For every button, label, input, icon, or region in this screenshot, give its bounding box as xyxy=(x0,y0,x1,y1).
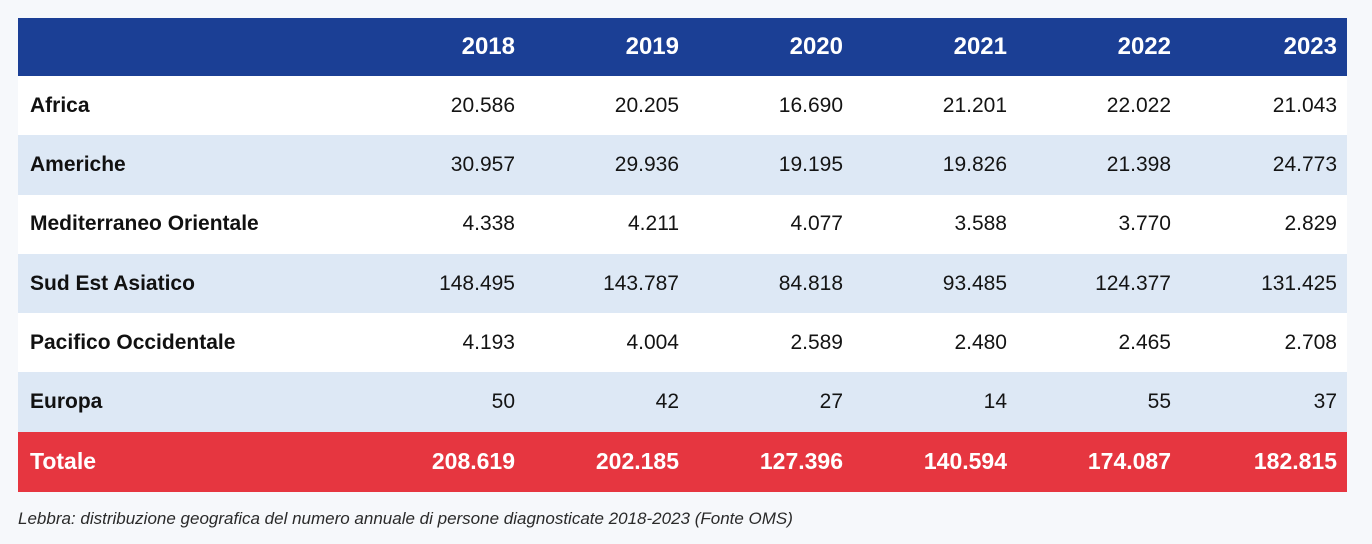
cell-value: 20.205 xyxy=(614,93,679,117)
cell-value: 84.818 xyxy=(778,271,843,295)
cell-value: 16.690 xyxy=(778,93,843,117)
cell-value: 22.022 xyxy=(1106,93,1171,117)
header-year-2020: 2020 xyxy=(789,33,843,60)
header-region xyxy=(18,18,361,76)
cell-value: 19.826 xyxy=(942,152,1007,176)
cell-value: 20.586 xyxy=(450,93,515,117)
cell-value: 124.377 xyxy=(1095,271,1171,295)
cell-value: 2.829 xyxy=(1284,212,1337,236)
cell-value: 50 xyxy=(491,390,515,414)
cell-value: 2.589 xyxy=(790,330,843,354)
table-row-americhe: Americhe 30.957 29.936 19.195 19.826 21.… xyxy=(18,135,1347,195)
table-row-africa: Africa 20.586 20.205 16.690 21.201 22.02… xyxy=(18,76,1347,136)
cell-value: 143.787 xyxy=(603,271,679,295)
row-label: Africa xyxy=(30,93,90,117)
table-row-europa: Europa 50 42 27 14 55 37 xyxy=(18,372,1347,432)
cell-value: 14 xyxy=(983,390,1007,414)
total-value: 182.815 xyxy=(1253,448,1337,475)
cell-value: 21.043 xyxy=(1272,93,1337,117)
table-total-row: Totale 208.619 202.185 127.396 140.594 1… xyxy=(18,431,1347,492)
cell-value: 30.957 xyxy=(450,152,515,176)
total-value: 140.594 xyxy=(923,448,1007,475)
leprosy-data-table: 2018 2019 2020 2021 2022 2023 Africa 20.… xyxy=(18,18,1347,492)
cell-value: 2.465 xyxy=(1118,330,1171,354)
total-label: Totale xyxy=(30,448,97,475)
header-year-2023: 2023 xyxy=(1283,33,1337,60)
cell-value: 21.201 xyxy=(942,93,1007,117)
cell-value: 19.195 xyxy=(778,152,843,176)
row-label: Pacifico Occidentale xyxy=(30,330,236,354)
header-year-2018: 2018 xyxy=(461,33,515,60)
row-label: Europa xyxy=(30,390,103,414)
cell-value: 21.398 xyxy=(1106,152,1171,176)
cell-value: 42 xyxy=(655,390,679,414)
row-label: Americhe xyxy=(30,152,126,176)
table-row-sud-est-asiatico: Sud Est Asiatico 148.495 143.787 84.818 … xyxy=(18,253,1347,314)
total-value: 208.619 xyxy=(431,448,515,475)
table-row-mediterraneo-orientale: Mediterraneo Orientale 4.338 4.211 4.077… xyxy=(18,194,1347,254)
cell-value: 29.936 xyxy=(614,152,679,176)
cell-value: 3.588 xyxy=(954,212,1007,236)
leprosy-data-table-container: 2018 2019 2020 2021 2022 2023 Africa 20.… xyxy=(18,18,1347,492)
total-value: 174.087 xyxy=(1087,448,1171,475)
table-row-pacifico-occidentale: Pacifico Occidentale 4.193 4.004 2.589 2… xyxy=(18,313,1347,373)
header-year-2022: 2022 xyxy=(1117,33,1171,60)
cell-value: 24.773 xyxy=(1272,152,1337,176)
cell-value: 131.425 xyxy=(1261,271,1337,295)
cell-value: 3.770 xyxy=(1118,212,1171,236)
total-value: 202.185 xyxy=(595,448,679,475)
cell-value: 4.004 xyxy=(626,330,679,354)
header-year-2019: 2019 xyxy=(625,33,679,60)
cell-value: 93.485 xyxy=(942,271,1007,295)
table-caption: Lebbra: distribuzione geografica del num… xyxy=(18,509,793,528)
cell-value: 2.708 xyxy=(1284,330,1337,354)
cell-value: 2.480 xyxy=(954,330,1007,354)
cell-value: 27 xyxy=(819,390,843,414)
cell-value: 148.495 xyxy=(439,271,515,295)
total-value: 127.396 xyxy=(759,448,843,475)
cell-value: 37 xyxy=(1313,390,1337,414)
table-header-row: 2018 2019 2020 2021 2022 2023 xyxy=(18,18,1347,76)
cell-value: 4.193 xyxy=(462,330,515,354)
row-label: Sud Est Asiatico xyxy=(30,271,195,295)
cell-value: 55 xyxy=(1147,390,1171,414)
cell-value: 4.077 xyxy=(790,212,843,236)
row-label: Mediterraneo Orientale xyxy=(30,212,259,236)
header-year-2021: 2021 xyxy=(953,33,1007,60)
cell-value: 4.211 xyxy=(628,212,679,236)
cell-value: 4.338 xyxy=(462,212,515,236)
